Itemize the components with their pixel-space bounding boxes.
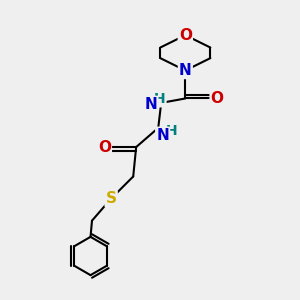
Text: O: O (98, 140, 111, 154)
Text: S: S (106, 191, 117, 206)
Text: O: O (211, 91, 224, 106)
Text: N: N (156, 128, 169, 143)
Text: O: O (179, 28, 192, 43)
Text: N: N (179, 63, 192, 78)
Text: N: N (145, 97, 157, 112)
Text: H: H (166, 124, 177, 138)
Text: H: H (154, 92, 166, 106)
